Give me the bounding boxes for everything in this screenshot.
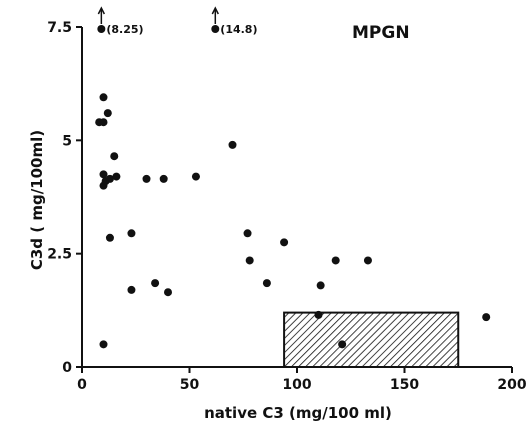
data-point	[164, 288, 172, 297]
offscale-data-point	[97, 25, 106, 33]
normal-range-box	[283, 311, 460, 369]
data-point	[262, 279, 271, 288]
data-point	[99, 93, 108, 102]
data-point	[245, 256, 254, 265]
data-point	[99, 340, 108, 349]
data-point	[105, 174, 114, 183]
offscale-value-label: (14.8)	[220, 23, 257, 36]
offscale-data-point	[211, 25, 220, 33]
offscale-arrow-head	[97, 6, 106, 15]
data-point	[159, 174, 168, 183]
x-tick-label: 150	[390, 377, 419, 393]
data-point	[191, 172, 200, 181]
data-point	[243, 229, 252, 238]
data-point	[331, 256, 340, 265]
data-point	[112, 172, 121, 181]
data-point	[105, 233, 114, 242]
x-tick-label: 0	[77, 377, 87, 393]
offscale-arrow-head	[211, 6, 219, 15]
x-tick-label: 100	[282, 377, 311, 393]
x-tick-label: 50	[180, 377, 200, 393]
data-point	[142, 174, 151, 183]
chart-title: MPGN	[352, 23, 410, 43]
x-axis-label: native C3 (mg/100 ml)	[204, 404, 392, 422]
data-point	[99, 170, 108, 179]
offscale-value-label: (8.25)	[106, 23, 143, 36]
data-point	[99, 118, 108, 127]
data-point	[316, 281, 325, 290]
y-tick-label: 5	[62, 133, 72, 149]
data-point	[127, 285, 136, 294]
data-point	[151, 279, 160, 288]
y-axis-label: C3d ( mg/100ml)	[28, 130, 46, 270]
data-point	[228, 140, 237, 149]
data-point	[280, 238, 289, 247]
x-tick-label: 200	[497, 377, 526, 393]
data-point	[482, 313, 491, 322]
y-tick-label: 2.5	[47, 247, 72, 263]
data-point	[127, 229, 136, 238]
data-point	[314, 310, 323, 319]
data-point	[103, 109, 112, 118]
data-point	[110, 152, 119, 161]
y-tick-label: 7.5	[47, 20, 72, 36]
data-point	[363, 256, 372, 265]
y-tick-label: 0	[62, 360, 72, 376]
data-point	[338, 340, 347, 349]
plot-area: 0 50 100 150 200 0 2.5 5 7.5 (8.25) (14.8)	[47, 6, 527, 393]
